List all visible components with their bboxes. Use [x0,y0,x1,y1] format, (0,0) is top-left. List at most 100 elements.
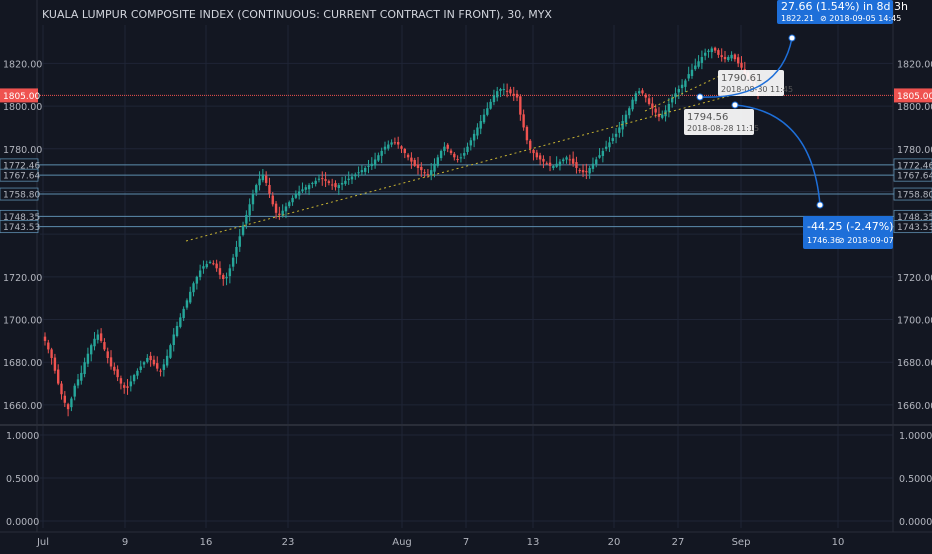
price-label-box [718,70,784,96]
y-tick-label-right: 1680.00 [897,358,932,369]
candle-body [70,398,73,408]
candle-body [314,180,317,184]
candle-body [426,174,430,176]
candle-body [380,150,383,156]
candle-body [545,163,548,165]
candle-body [697,61,700,67]
candle-body [446,144,449,149]
candle-body [241,225,245,235]
x-tick-label: 13 [527,537,540,548]
price-level-label-right: 1743.53 [897,223,932,233]
candle-body [360,170,364,173]
candle-body [423,172,426,174]
candle-body [208,261,212,263]
trend-line [185,94,734,242]
price-level-tag-left [0,220,39,234]
candle-body [106,351,109,358]
candle-body [264,175,268,183]
candle-body [222,275,225,279]
candle-body [463,153,466,156]
candle-body [595,159,598,165]
candle-body [288,202,291,207]
price-label-value: 1790.61 [721,73,762,84]
candle-body [139,366,142,370]
candle-body [492,95,496,103]
x-tick-label: 7 [463,537,469,548]
x-tick-label: 10 [832,537,845,548]
price-level-label-left: 1743.53 [3,223,40,233]
measure-down-date: ⊘ 2018-09-07 [838,236,894,245]
candle-body [172,334,175,346]
measure-handle [788,34,796,42]
candle-body [317,178,321,180]
candle-body [334,183,337,188]
candle-body [535,152,539,158]
candle-body [413,160,416,166]
price-level-label-right: 1767.64 [897,172,932,182]
candle-body [469,140,473,146]
candle-body [410,157,413,162]
candle-body [294,193,298,198]
candle-body [512,93,515,96]
price-level-label-left: 1772.46 [3,161,40,171]
candle-body [119,378,123,384]
candle-body [443,146,446,151]
y-tick-label-left: 1780.00 [3,145,42,156]
candle-body [644,94,647,98]
candle-body [502,89,506,91]
candle-body [694,65,697,70]
candle-body [165,355,169,366]
candle-body [76,379,80,386]
current-price-tag-right [894,88,932,103]
candle-body [63,395,67,403]
candle-body [479,121,482,129]
price-level-label-left: 1758.80 [3,191,40,201]
price-level-label-left: 1767.64 [3,172,40,182]
candle-body [674,93,677,98]
indicator-tick-label-left: 1.0000 [6,431,39,442]
y-tick-label-left: 1800.00 [3,102,42,113]
y-tick-label-right: 1700.00 [897,316,932,327]
candle-body [113,366,116,371]
candle-body [611,138,614,142]
y-tick-label-left: 1680.00 [3,358,42,369]
candle-body [60,383,63,395]
price-label-date: 2018-08-30 11:45 [721,85,793,94]
candle-body [202,266,205,269]
candle-body [90,345,93,355]
candle-body [182,308,185,319]
candle-body [624,114,628,123]
candle-body [175,325,179,337]
candle-body [195,276,199,284]
price-level-tag-right [893,187,932,201]
horizontal-lines [0,94,932,228]
indicator-tick-label-right: 0.5000 [899,474,932,485]
candle-body [337,185,340,188]
y-tick-label-right: 1660.00 [897,401,932,412]
candle-body [661,114,664,118]
indicator-tick-label-left: 0.0000 [6,517,39,528]
candle-body [142,362,146,365]
measure-handle [696,93,704,101]
candle-body [400,146,403,149]
candle-body [53,357,57,371]
candle-body [271,195,274,205]
y-tick-label-right: 1780.00 [897,145,932,156]
candle-body [99,333,103,341]
candle-body [568,159,572,161]
indicator-tick-label-left: 0.5000 [6,474,39,485]
candle-body [324,179,327,181]
candle-body [185,300,189,308]
candle-body [198,270,202,278]
candle-body [684,80,687,87]
candle-body [215,263,218,269]
measure-up-date: ⊘ 2018-09-05 14:45 [820,14,901,23]
price-level-tag-right [893,168,932,182]
candle-body [456,159,459,161]
candle-body [710,48,713,53]
candle-body [390,142,393,145]
measure-handle [731,101,739,109]
candle-body [357,172,360,174]
